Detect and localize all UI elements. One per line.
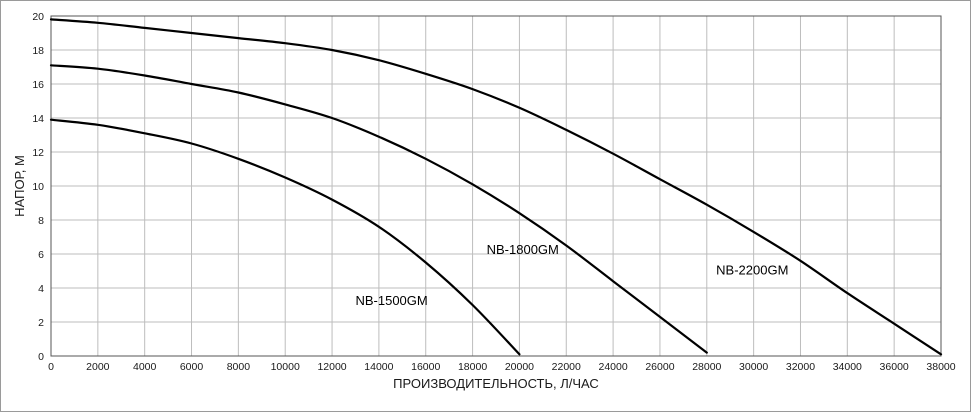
y-tick-label: 18 [32,45,44,57]
x-tick-label: 18000 [458,361,487,373]
series-label-nb-1500gm: NB-1500GM [355,293,427,308]
curve-nb-1500gm [49,118,521,356]
y-axis-title: НАПОР, М [12,155,27,217]
pump-curves [49,18,943,356]
x-tick-label: 20000 [505,361,534,373]
x-tick-label: 6000 [180,361,204,373]
x-tick-label: 24000 [599,361,628,373]
series-label-nb-2200gm: NB-2200GM [716,262,788,277]
curve-nb-2200gm [49,18,943,356]
x-tick-label: 0 [48,361,54,373]
x-tick-label: 8000 [227,361,251,373]
y-tick-label: 16 [32,79,44,91]
x-tick-label: 4000 [133,361,157,373]
x-tick-label: 26000 [645,361,674,373]
x-axis-title: ПРОИЗВОДИТЕЛЬНОСТЬ, Л/ЧАС [393,376,599,391]
y-tick-label: 2 [38,317,44,329]
y-tick-label: 6 [38,249,44,261]
y-tick-label: 0 [38,351,44,363]
y-tick-label: 14 [32,113,44,125]
x-tick-label: 28000 [692,361,721,373]
series-label-nb-1800gm: NB-1800GM [487,242,559,257]
x-tick-label: 10000 [271,361,300,373]
y-tick-label: 4 [38,283,44,295]
curve-labels: NB-1500GM NB-1800GM NB-2200GM [355,242,788,308]
grid [50,15,942,357]
y-axis-ticks: 0 2 4 6 8 10 12 14 16 18 20 [32,11,44,363]
x-tick-label: 12000 [317,361,346,373]
y-tick-label: 12 [32,147,44,159]
x-tick-label: 14000 [364,361,393,373]
x-tick-label: 32000 [786,361,815,373]
y-tick-label: 10 [32,181,44,193]
x-tick-label: 30000 [739,361,768,373]
x-tick-label: 34000 [833,361,862,373]
x-tick-label: 22000 [552,361,581,373]
plot-area-border [50,15,942,357]
y-tick-label: 8 [38,215,44,227]
x-axis-ticks: 0 2000 4000 6000 8000 10000 12000 14000 16000 180… [48,361,956,373]
x-tick-label: 38000 [926,361,955,373]
x-tick-label: 36000 [880,361,909,373]
curve-nb-1800gm [49,64,708,354]
y-tick-label: 20 [32,11,44,23]
x-tick-label: 2000 [86,361,110,373]
x-tick-label: 16000 [411,361,440,373]
